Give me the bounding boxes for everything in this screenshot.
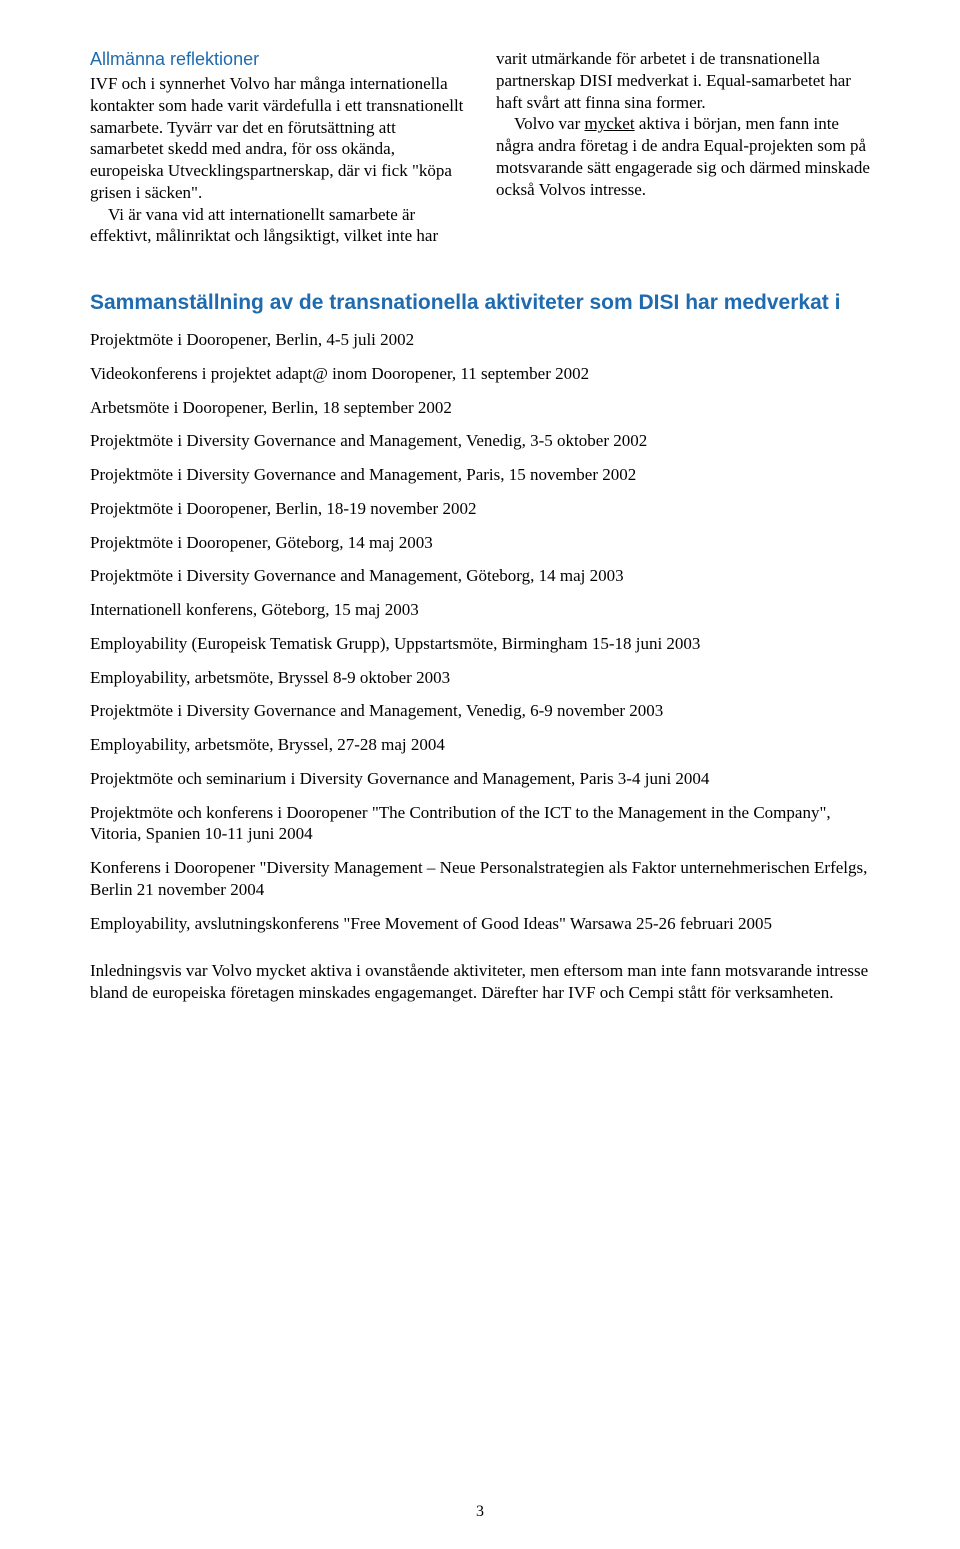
left-paragraph-2: Vi är vana vid att internationellt samar… (90, 204, 464, 248)
activity-item: Projektmöte i Dooropener, Göteborg, 14 m… (90, 532, 870, 554)
reflections-heading: Allmänna reflektioner (90, 48, 464, 71)
activity-item: Projektmöte i Dooropener, Berlin, 4-5 ju… (90, 329, 870, 351)
left-paragraph-1: IVF och i synnerhet Volvo har många inte… (90, 73, 464, 204)
two-column-section: Allmänna reflektioner IVF och i synnerhe… (90, 48, 870, 247)
activities-heading: Sammanställning av de transnationella ak… (90, 291, 870, 315)
closing-paragraph: Inledningsvis var Volvo mycket aktiva i … (90, 960, 870, 1004)
activity-item: Arbetsmöte i Dooropener, Berlin, 18 sept… (90, 397, 870, 419)
page-number: 3 (0, 1503, 960, 1521)
activity-item: Videokonferens i projektet adapt@ inom D… (90, 363, 870, 385)
activity-item: Internationell konferens, Göteborg, 15 m… (90, 599, 870, 621)
activity-item: Projektmöte i Diversity Governance and M… (90, 700, 870, 722)
activity-item: Employability, arbetsmöte, Bryssel, 27-2… (90, 734, 870, 756)
activity-item: Projektmöte i Diversity Governance and M… (90, 565, 870, 587)
right-paragraph-1: varit utmärkande för arbetet i de transn… (496, 48, 870, 113)
activity-item: Employability, avslutningskonferens "Fre… (90, 913, 870, 935)
activity-item: Employability (Europeisk Tematisk Grupp)… (90, 633, 870, 655)
right-column: varit utmärkande för arbetet i de transn… (496, 48, 870, 247)
activity-item: Projektmöte i Dooropener, Berlin, 18-19 … (90, 498, 870, 520)
right-p2-underline: mycket (585, 114, 635, 133)
left-column: Allmänna reflektioner IVF och i synnerhe… (90, 48, 464, 247)
activity-item: Konferens i Dooropener "Diversity Manage… (90, 857, 870, 901)
activity-item: Projektmöte i Diversity Governance and M… (90, 464, 870, 486)
right-paragraph-2: Volvo var mycket aktiva i början, men fa… (496, 113, 870, 200)
activity-item: Projektmöte och seminarium i Diversity G… (90, 768, 870, 790)
activity-item: Projektmöte och konferens i Dooropener "… (90, 802, 870, 846)
activity-item: Employability, arbetsmöte, Bryssel 8-9 o… (90, 667, 870, 689)
activity-item: Projektmöte i Diversity Governance and M… (90, 430, 870, 452)
activities-list: Projektmöte i Dooropener, Berlin, 4-5 ju… (90, 329, 870, 934)
right-p2-a: Volvo var (514, 114, 585, 133)
document-page: Allmänna reflektioner IVF och i synnerhe… (0, 0, 960, 1549)
